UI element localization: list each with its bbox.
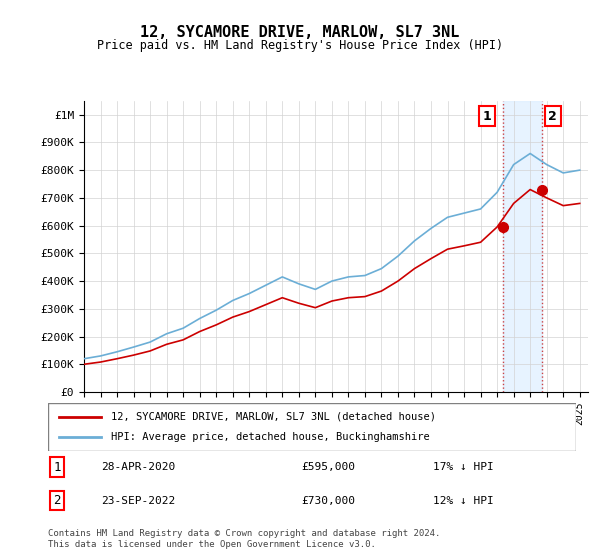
Text: 2: 2: [548, 110, 557, 123]
Text: Contains HM Land Registry data © Crown copyright and database right 2024.
This d: Contains HM Land Registry data © Crown c…: [48, 529, 440, 549]
Text: £730,000: £730,000: [301, 496, 355, 506]
Bar: [503, 101, 542, 392]
Text: Price paid vs. HM Land Registry's House Price Index (HPI): Price paid vs. HM Land Registry's House …: [97, 39, 503, 52]
Text: 17% ↓ HPI: 17% ↓ HPI: [433, 462, 494, 472]
Text: 2: 2: [53, 494, 61, 507]
Text: 28-APR-2020: 28-APR-2020: [101, 462, 175, 472]
Text: 1: 1: [483, 110, 491, 123]
FancyBboxPatch shape: [48, 403, 576, 451]
Text: 12, SYCAMORE DRIVE, MARLOW, SL7 3NL: 12, SYCAMORE DRIVE, MARLOW, SL7 3NL: [140, 25, 460, 40]
Text: £595,000: £595,000: [301, 462, 355, 472]
Text: HPI: Average price, detached house, Buckinghamshire: HPI: Average price, detached house, Buck…: [112, 432, 430, 442]
Text: 23-SEP-2022: 23-SEP-2022: [101, 496, 175, 506]
Text: 12% ↓ HPI: 12% ↓ HPI: [433, 496, 494, 506]
Text: 12, SYCAMORE DRIVE, MARLOW, SL7 3NL (detached house): 12, SYCAMORE DRIVE, MARLOW, SL7 3NL (det…: [112, 412, 436, 422]
Text: 1: 1: [53, 460, 61, 474]
